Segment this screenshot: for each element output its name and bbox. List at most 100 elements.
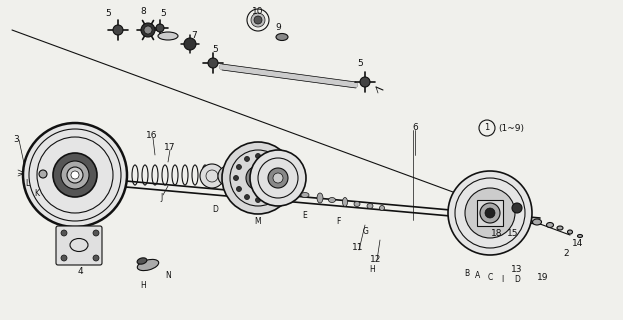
Circle shape [277,175,282,180]
Text: L: L [25,179,29,188]
Circle shape [255,175,261,181]
Circle shape [23,123,127,227]
Text: 13: 13 [511,266,523,275]
Ellipse shape [354,202,360,206]
Circle shape [254,16,262,24]
Circle shape [61,161,89,189]
Circle shape [184,38,196,50]
Ellipse shape [301,193,309,197]
Circle shape [267,195,272,200]
Circle shape [485,208,495,218]
Text: 5: 5 [105,10,111,19]
Circle shape [113,25,123,35]
Circle shape [255,154,260,158]
Ellipse shape [137,260,159,271]
Circle shape [67,167,83,183]
Ellipse shape [317,193,323,203]
Text: M: M [255,218,261,227]
Circle shape [480,203,500,223]
Text: E: E [303,211,307,220]
Text: 9: 9 [275,23,281,33]
Circle shape [252,172,264,184]
Ellipse shape [328,197,336,203]
Text: K: K [34,188,39,197]
Text: 5: 5 [160,10,166,19]
Text: 19: 19 [537,273,549,282]
Circle shape [218,166,238,186]
Circle shape [144,26,152,34]
Circle shape [208,58,218,68]
Ellipse shape [533,219,541,225]
Text: H: H [369,266,375,275]
Ellipse shape [568,230,573,234]
Text: 18: 18 [492,228,503,237]
Circle shape [275,187,280,191]
Circle shape [93,255,99,261]
Ellipse shape [379,205,384,211]
Circle shape [234,175,239,180]
FancyBboxPatch shape [56,226,102,265]
Text: 12: 12 [370,255,382,265]
Circle shape [448,171,532,255]
Text: N: N [165,270,171,279]
Text: 3: 3 [13,135,19,145]
Text: 11: 11 [352,244,364,252]
Ellipse shape [158,32,178,40]
Text: J: J [161,194,163,203]
Circle shape [61,255,67,261]
Text: 10: 10 [252,7,264,17]
Circle shape [93,230,99,236]
Ellipse shape [367,204,373,209]
Circle shape [141,23,155,37]
Text: 14: 14 [573,238,584,247]
Text: H: H [140,281,146,290]
Circle shape [267,156,272,162]
Text: D: D [514,275,520,284]
Text: 16: 16 [146,131,158,140]
Circle shape [200,164,224,188]
Circle shape [251,13,265,27]
Circle shape [268,168,288,188]
Ellipse shape [557,226,563,230]
Text: 2: 2 [563,250,569,259]
Text: 6: 6 [412,123,418,132]
Circle shape [61,230,67,236]
Circle shape [71,171,79,179]
Text: 1: 1 [484,124,490,132]
Text: 5: 5 [212,45,218,54]
Circle shape [53,153,97,197]
Ellipse shape [546,222,553,228]
Circle shape [360,77,370,87]
Circle shape [275,164,280,170]
Circle shape [237,187,242,191]
Text: 15: 15 [507,228,519,237]
Circle shape [244,156,249,162]
Ellipse shape [578,235,583,237]
Circle shape [222,142,294,214]
Circle shape [465,188,515,238]
Circle shape [255,197,260,203]
Circle shape [250,150,306,206]
Text: G: G [363,228,369,236]
Ellipse shape [343,197,348,206]
Circle shape [39,170,47,178]
Text: B: B [464,268,470,277]
Text: 5: 5 [357,59,363,68]
Circle shape [244,195,249,200]
Text: 4: 4 [77,268,83,276]
Text: D: D [212,205,218,214]
Ellipse shape [276,34,288,41]
Circle shape [156,24,164,32]
Text: F: F [336,218,340,227]
Text: A: A [475,270,480,279]
Ellipse shape [137,258,147,264]
Text: 8: 8 [140,7,146,17]
Text: (1~9): (1~9) [498,124,524,132]
Circle shape [273,173,283,183]
Circle shape [246,166,270,190]
Bar [477,200,503,226]
Circle shape [237,164,242,170]
Text: I: I [501,275,503,284]
Circle shape [512,203,522,213]
Text: 17: 17 [164,143,176,153]
